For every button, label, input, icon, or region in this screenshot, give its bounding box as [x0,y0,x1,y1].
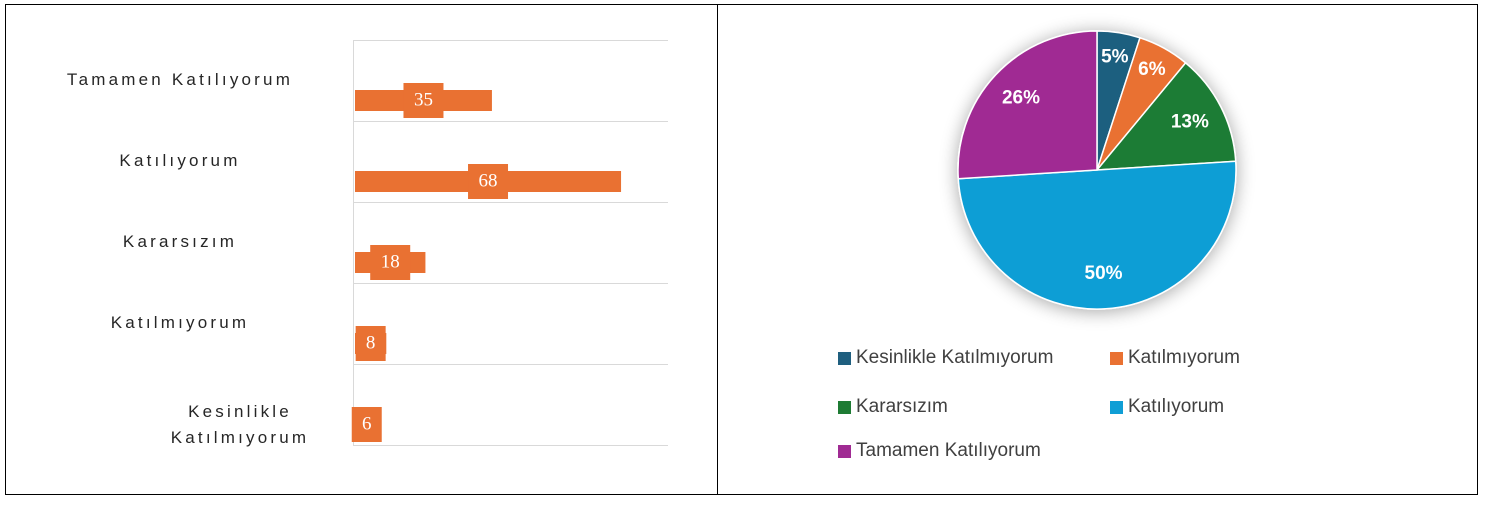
legend-item: Tamamen Katılıyorum [838,440,1041,462]
data-label: 18 [381,251,400,272]
data-label-box [468,164,509,199]
data-label: 35 [414,89,433,110]
data-label: 68 [479,170,498,191]
legend-swatch [838,444,851,458]
legend-item: Kesinlikle Katılmıyorum [838,347,1053,369]
data-label: 5% [1101,46,1129,67]
category-label: Katılıyorum [119,151,241,170]
legend-item: Katılmıyorum [1110,347,1240,369]
data-label: 13% [1171,112,1209,133]
data-label-box [351,407,382,442]
legend-label: Kararsızım [856,396,948,417]
legend-label: Tamamen Katılıyorum [856,440,1041,461]
data-label: 6 [362,413,372,434]
category-label: Katılmıyorum [110,313,250,332]
data-label: 26% [1002,88,1040,109]
category-label: Tamamen Katılıyorum [66,70,294,89]
pie-slice [957,30,1098,180]
legend-item: Katılıyorum [1110,396,1224,418]
pie-slice [957,160,1237,310]
legend-swatch [1110,351,1123,365]
legend-label: Katılmıyorum [1128,347,1240,368]
category-label: Kararsızım [122,232,238,251]
data-label-box [403,83,444,118]
data-label: 8 [366,332,376,353]
frame [5,4,1478,495]
legend-label: Katılıyorum [1128,396,1225,417]
legend-swatch [1110,400,1123,414]
legend-item: Kararsızım [838,396,948,418]
data-label-box [370,245,411,280]
legend-swatch [838,351,851,365]
data-label-box [355,326,386,361]
data-label: 50% [1085,263,1123,284]
pie [957,30,1237,310]
legend-label: Kesinlikle Katılmıyorum [856,347,1054,368]
category-label: Kesinlikle Katılmıyorum [170,402,310,447]
data-label: 6% [1138,59,1166,80]
legend-swatch [838,400,851,414]
pie-slice [1095,61,1237,171]
